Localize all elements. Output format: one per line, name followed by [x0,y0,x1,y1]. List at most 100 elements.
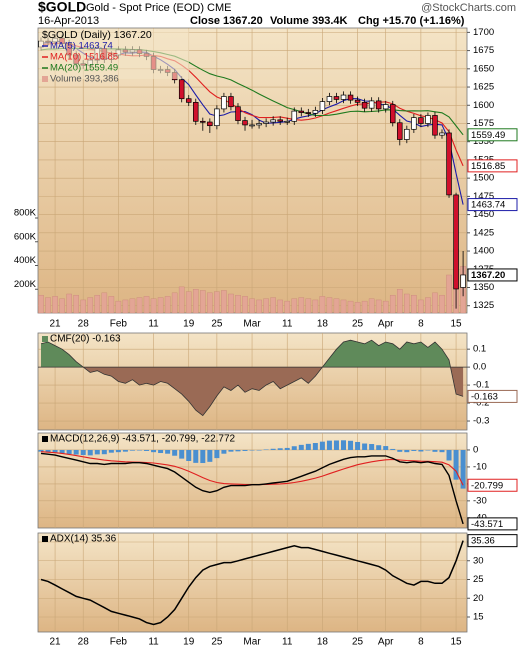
volume-bar [171,292,178,314]
volume-bar [368,298,375,314]
histogram-bar [52,449,58,453]
x-tick-label: 11 [148,319,159,330]
candle-body [354,99,361,103]
volume-bar [284,300,291,314]
legend-title: ADX(14) 35.36 [50,534,117,545]
legend-swatch [42,336,48,342]
histogram-bar [383,446,389,450]
histogram-bar [277,448,283,450]
candle-body [263,121,269,124]
volume-bar [192,289,199,314]
x-tick-label: 21 [50,319,62,330]
candle-body [390,104,396,124]
volume-bar [256,299,262,314]
y-tick-label: 30 [473,555,484,566]
y-tick-label: 1700 [473,27,494,38]
histogram-bar [270,448,276,450]
y-tick-label: 400K [14,255,37,266]
value-tag-label: 35.36 [471,536,495,547]
candle-body [432,115,438,136]
candle-body [214,108,220,127]
histogram-bar [129,449,135,451]
histogram-bar [256,449,262,451]
volume-bar [150,298,157,314]
legend-swatch [42,76,48,82]
x-tick-label: Feb [110,637,128,648]
volume-bar [214,291,220,314]
histogram-bar [425,449,431,451]
volume-bar [249,298,255,314]
cmf-area [41,340,451,368]
legend-entry: MA(20) 1559.49 [50,63,118,74]
candle-body [319,101,326,111]
adx-line [40,540,464,626]
candle-body [382,104,389,110]
histogram-bar [341,440,347,450]
legend-entry: Volume 393,386 [50,74,119,85]
legend-swatch [42,436,48,442]
y-tick-label: 1575 [473,118,494,129]
y-tick-label: 15 [473,612,484,623]
histogram-bar [453,449,459,480]
volume-bar [347,300,354,314]
legend-entry: MA(10) 1516.85 [50,52,118,63]
legend-title: MACD(12,26,9) -43.571, -20.799, -22.772 [50,434,236,445]
volume-bar [396,289,403,314]
candle-body [284,120,290,123]
volume-bar [340,299,347,314]
y-tick-label: 600K [14,231,37,242]
value-tag-label: 1463.74 [471,200,505,211]
close: Close 1367.20 [190,15,263,27]
candle-body [453,194,459,290]
y-tick-label: 0.1 [473,344,486,355]
volume-bar [136,297,143,314]
legend-swatch [42,536,48,542]
volume-bar [305,298,312,314]
x-tick-label: 11 [282,637,293,648]
volume-bar [178,286,185,314]
y-tick-label: 20 [473,593,484,604]
y-tick-label: 1650 [473,63,494,74]
histogram-bar [291,446,297,450]
panel [37,532,468,633]
volume-bar [129,298,136,314]
volume-bar [66,293,72,314]
histogram-bar [151,449,157,453]
value-tag [467,534,518,548]
volume-bar [122,299,129,314]
value-tag [467,159,518,173]
candle-body [446,132,452,196]
x-tick-label: Mar [243,637,261,648]
volume-bar [312,299,319,314]
candle-body [411,117,417,130]
value-tag-label: 1367.20 [471,270,505,281]
volume-bar [242,296,248,314]
y-tick-label: -0.2 [473,398,489,409]
volume-bar [277,299,283,314]
candle-body [404,128,410,140]
histogram-bar [122,449,128,452]
volume-bar [101,292,108,314]
x-tick-label: 15 [451,319,463,330]
histogram-bar [221,449,227,454]
date: 16-Apr-2013 [38,15,99,27]
histogram-bar [45,449,51,452]
histogram-bar [101,449,107,455]
volume-bar [382,300,389,314]
candle-body [193,101,199,122]
y-tick-label: 1475 [473,191,494,202]
histogram-bar [312,443,318,450]
volume-bar [404,293,410,314]
exchange: CME [207,2,231,14]
candle-body [270,119,276,123]
histogram-bar [242,449,248,451]
volume-bar [354,302,361,314]
legend-title: CMF(20) -0.163 [50,334,121,345]
volume-bar [270,297,276,314]
y-tick-label: 1550 [473,136,494,147]
histogram-bar [235,449,241,452]
y-tick-label: -30 [473,495,487,506]
candle-body [249,124,255,127]
volume-bar [38,294,44,314]
